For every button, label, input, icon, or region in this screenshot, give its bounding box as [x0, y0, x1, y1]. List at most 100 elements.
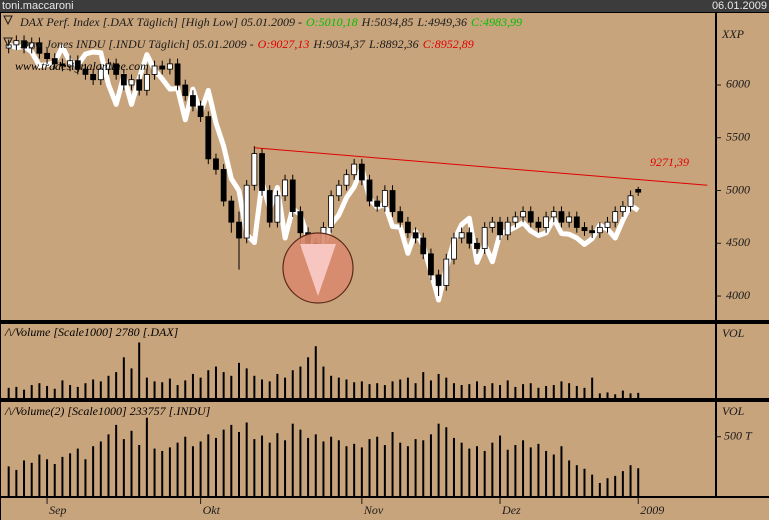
volume-bar: [130, 430, 133, 496]
candle-body: [627, 195, 634, 207]
axis-label: VOL: [722, 404, 745, 418]
volume-bar: [138, 342, 141, 398]
volume-bar: [145, 377, 148, 398]
volume-bar: [575, 385, 578, 398]
volume-bar: [261, 435, 264, 496]
candle-body: [297, 211, 304, 234]
volume-bar: [122, 439, 125, 496]
watermark: www.tradesignalonline.com: [15, 59, 149, 73]
volume-bar: [429, 380, 432, 398]
volume-bar: [191, 446, 194, 496]
volume-bar: [99, 381, 102, 398]
candle-body: [358, 163, 365, 181]
volume-bar: [575, 465, 578, 496]
volume-bar: [245, 368, 248, 398]
volume-bar: [53, 463, 56, 496]
candle-body: [74, 60, 81, 70]
y-tick-label: 5500: [726, 129, 750, 143]
volume-bar: [368, 384, 371, 398]
volume-bar: [529, 383, 532, 398]
volume-bar: [452, 383, 455, 398]
volume-bar: [568, 460, 571, 496]
volume-bar: [46, 459, 49, 496]
volume-bar: [552, 454, 555, 496]
volume-bar: [284, 377, 287, 398]
candle-body: [405, 221, 411, 234]
candle-body: [566, 216, 573, 223]
volume-bar: [514, 386, 517, 398]
candle-body: [543, 216, 549, 228]
volume-bar: [184, 380, 187, 398]
volume-bar: [391, 381, 394, 398]
candle-body: [128, 79, 135, 86]
volume-bar: [238, 362, 240, 398]
candle-body: [366, 179, 373, 202]
volume-bar: [23, 389, 26, 398]
volume-bar: [15, 386, 18, 398]
candle-body: [351, 163, 358, 176]
volume-bar: [468, 384, 471, 398]
volume-bar: [391, 431, 394, 496]
volume-bar: [99, 441, 102, 496]
volume-bar: [238, 431, 240, 496]
axis-label: VOL: [722, 326, 745, 340]
candle-body: [550, 211, 557, 218]
volume-bar: [614, 475, 617, 496]
dax-header: DAX Perf. Index [.DAX Täglich] [High Low…: [19, 15, 522, 29]
candle-body: [504, 221, 511, 236]
candle-body: [274, 195, 281, 223]
volume-bar: [245, 422, 248, 496]
volume-bar: [368, 439, 371, 496]
candle-body: [596, 227, 603, 234]
volume-bar: [61, 380, 64, 398]
candle-body: [36, 42, 43, 54]
y-tick-label: 500 T: [724, 428, 753, 442]
volume-bar: [337, 377, 340, 398]
y-tick-label: 4000: [726, 288, 750, 302]
volume-bar: [207, 434, 210, 496]
candle-body: [328, 195, 335, 228]
volume-bar: [560, 381, 563, 398]
candle-body: [527, 211, 534, 223]
candle-body: [335, 184, 342, 197]
volume-bar: [422, 440, 425, 496]
candle-body: [535, 221, 542, 228]
volume-bar: [437, 373, 440, 398]
main-axis-panel: [717, 13, 769, 320]
volume-bar: [84, 459, 87, 496]
volume-bar: [429, 434, 432, 496]
candle-body: [282, 179, 288, 197]
axis-label: XXP: [721, 27, 745, 41]
candle-body: [443, 258, 450, 286]
volume-bar: [115, 424, 118, 496]
candle-body: [259, 153, 265, 191]
volume-bar: [314, 346, 317, 398]
volume-bar: [414, 383, 417, 398]
volume-bar: [191, 373, 194, 398]
volume-bar: [307, 437, 310, 496]
volume-bar: [214, 437, 217, 496]
candle-body: [151, 65, 158, 75]
candle-body: [182, 84, 189, 96]
volume-bar: [199, 441, 202, 496]
candle-body: [82, 68, 89, 75]
volume-bar: [491, 442, 494, 496]
candle-body: [412, 232, 419, 239]
volume-bar: [130, 368, 133, 398]
candle-body: [13, 40, 20, 46]
volume-bar: [92, 379, 95, 398]
volume-bar: [330, 436, 333, 496]
volume-bar: [199, 377, 202, 398]
volume-bar: [506, 449, 509, 496]
volume-bar: [591, 377, 594, 398]
candle-body: [220, 169, 227, 202]
user-name: toni.maccaroni: [2, 0, 74, 12]
candle-body: [397, 211, 404, 223]
volume-bar: [161, 450, 164, 496]
volume-bar: [214, 366, 217, 398]
volume-bar: [637, 468, 640, 496]
volume-bar: [621, 390, 624, 398]
volume-bar: [414, 439, 417, 496]
volume-bar: [153, 381, 156, 398]
volume-bar: [299, 429, 302, 496]
